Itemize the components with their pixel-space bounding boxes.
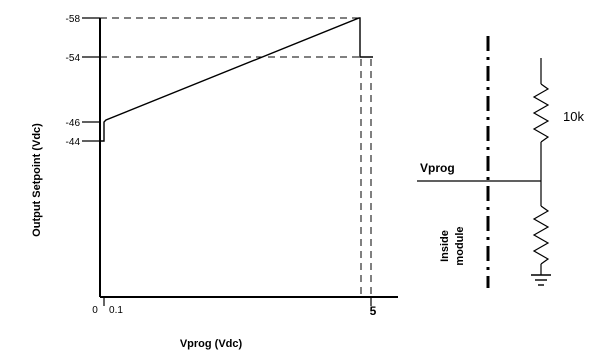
y-tick-label-54: -54 — [66, 53, 81, 64]
x-tick-label-0: 0 — [92, 305, 98, 316]
resistor-top-value: 10k — [563, 109, 584, 124]
circuit-diagram: Vprog 10k Inside module — [417, 36, 584, 288]
y-axis-label: Output Setpoint (Vdc) — [31, 123, 43, 237]
y-tick-label-46: -46 — [66, 118, 81, 129]
vprog-label: Vprog — [420, 161, 455, 175]
x-axis-label: Vprog (Vdc) — [180, 338, 243, 350]
inside-label-line2: module — [454, 226, 466, 265]
ground-icon — [531, 274, 551, 286]
resistor-bottom-icon — [532, 205, 550, 265]
setpoint-chart: -58 -54 -46 -44 0 0.1 5 Output Setpoint … — [31, 14, 398, 350]
x-tick-label-0.1: 0.1 — [109, 305, 123, 316]
y-tick-label-58: -58 — [66, 14, 81, 25]
x-tick-label-5: 5 — [370, 304, 377, 318]
inside-label-line1: Inside — [439, 230, 451, 262]
y-tick-label-44: -44 — [66, 137, 81, 148]
setpoint-curve — [100, 17, 373, 142]
resistor-top-icon — [532, 83, 550, 143]
